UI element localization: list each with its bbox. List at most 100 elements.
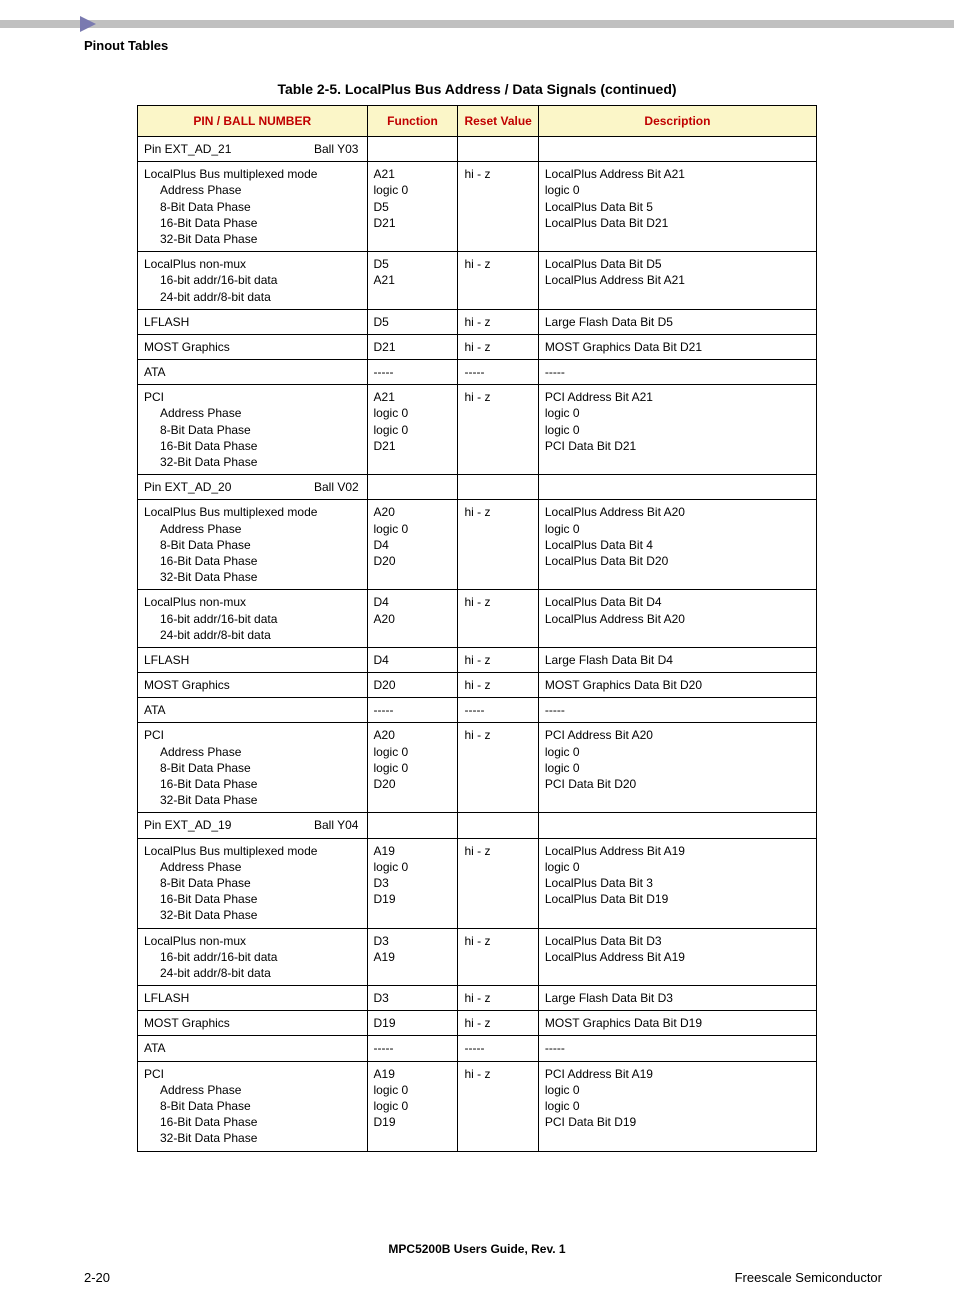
cell-reset: hi - z xyxy=(458,1061,538,1151)
table-row: MOST GraphicsD20hi - zMOST Graphics Data… xyxy=(138,673,817,698)
pin-ball-cell: Pin EXT_AD_20Ball V02 xyxy=(138,475,368,500)
table-row: LocalPlus Bus multiplexed modeAddress Ph… xyxy=(138,838,817,928)
table-caption: Table 2-5. LocalPlus Bus Address / Data … xyxy=(0,81,954,97)
col-header-reset: Reset Value xyxy=(458,106,538,137)
cell-pin: ATA xyxy=(138,1036,368,1061)
cell-pin: PCIAddress Phase8-Bit Data Phase16-Bit D… xyxy=(138,385,368,475)
empty-cell xyxy=(538,475,816,500)
signals-table: PIN / BALL NUMBER Function Reset Value D… xyxy=(137,105,817,1152)
table-row: LocalPlus Bus multiplexed modeAddress Ph… xyxy=(138,500,817,590)
table-row: LocalPlus non-mux16-bit addr/16-bit data… xyxy=(138,252,817,310)
cell-function: ----- xyxy=(367,1036,458,1061)
cell-pin: MOST Graphics xyxy=(138,673,368,698)
table-row: PCIAddress Phase8-Bit Data Phase16-Bit D… xyxy=(138,385,817,475)
cell-description: LocalPlus Address Bit A21logic 0LocalPlu… xyxy=(538,162,816,252)
cell-reset: hi - z xyxy=(458,500,538,590)
empty-cell xyxy=(538,813,816,838)
col-header-pin: PIN / BALL NUMBER xyxy=(138,106,368,137)
table-row: PCIAddress Phase8-Bit Data Phase16-Bit D… xyxy=(138,1061,817,1151)
table-row: LocalPlus non-mux16-bit addr/16-bit data… xyxy=(138,590,817,648)
cell-reset: hi - z xyxy=(458,647,538,672)
cell-pin: MOST Graphics xyxy=(138,334,368,359)
table-row: PCIAddress Phase8-Bit Data Phase16-Bit D… xyxy=(138,723,817,813)
cell-description: PCI Address Bit A19logic 0logic 0PCI Dat… xyxy=(538,1061,816,1151)
cell-description: Large Flash Data Bit D5 xyxy=(538,309,816,334)
cell-pin: LFLASH xyxy=(138,309,368,334)
cell-pin: LFLASH xyxy=(138,986,368,1011)
table-row: MOST GraphicsD19hi - zMOST Graphics Data… xyxy=(138,1011,817,1036)
cell-function: ----- xyxy=(367,698,458,723)
section-title: Pinout Tables xyxy=(84,38,954,53)
cell-pin: LocalPlus Bus multiplexed modeAddress Ph… xyxy=(138,838,368,928)
empty-cell xyxy=(538,137,816,162)
footer-row: 2-20 Freescale Semiconductor xyxy=(0,1256,954,1315)
cell-reset: hi - z xyxy=(458,673,538,698)
cell-reset: ----- xyxy=(458,360,538,385)
empty-cell xyxy=(367,813,458,838)
cell-description: LocalPlus Address Bit A20logic 0LocalPlu… xyxy=(538,500,816,590)
cell-reset: hi - z xyxy=(458,590,538,648)
cell-description: ----- xyxy=(538,698,816,723)
table-row: ATA--------------- xyxy=(138,698,817,723)
cell-pin: LFLASH xyxy=(138,647,368,672)
cell-function: A20logic 0D4D20 xyxy=(367,500,458,590)
empty-cell xyxy=(367,137,458,162)
cell-function: A19logic 0logic 0D19 xyxy=(367,1061,458,1151)
cell-reset: hi - z xyxy=(458,385,538,475)
cell-description: LocalPlus Data Bit D5LocalPlus Address B… xyxy=(538,252,816,310)
table-row: LFLASHD4hi - zLarge Flash Data Bit D4 xyxy=(138,647,817,672)
cell-pin: MOST Graphics xyxy=(138,1011,368,1036)
cell-reset: hi - z xyxy=(458,838,538,928)
cell-pin: PCIAddress Phase8-Bit Data Phase16-Bit D… xyxy=(138,1061,368,1151)
table-row: LFLASHD5hi - zLarge Flash Data Bit D5 xyxy=(138,309,817,334)
cell-reset: hi - z xyxy=(458,723,538,813)
cell-description: ----- xyxy=(538,360,816,385)
footer-doc-title: MPC5200B Users Guide, Rev. 1 xyxy=(0,1242,954,1256)
cell-pin: LocalPlus non-mux16-bit addr/16-bit data… xyxy=(138,590,368,648)
cell-description: PCI Address Bit A20logic 0logic 0PCI Dat… xyxy=(538,723,816,813)
cell-description: ----- xyxy=(538,1036,816,1061)
table-row: MOST GraphicsD21hi - zMOST Graphics Data… xyxy=(138,334,817,359)
cell-description: LocalPlus Data Bit D3LocalPlus Address B… xyxy=(538,928,816,986)
page-top-rule xyxy=(0,20,954,28)
cell-reset: ----- xyxy=(458,1036,538,1061)
cell-description: Large Flash Data Bit D4 xyxy=(538,647,816,672)
cell-description: Large Flash Data Bit D3 xyxy=(538,986,816,1011)
footer-vendor: Freescale Semiconductor xyxy=(735,1270,882,1285)
cell-function: D3A19 xyxy=(367,928,458,986)
cell-description: LocalPlus Data Bit D4LocalPlus Address B… xyxy=(538,590,816,648)
table-row: ATA--------------- xyxy=(138,360,817,385)
cell-pin: LocalPlus non-mux16-bit addr/16-bit data… xyxy=(138,928,368,986)
empty-cell xyxy=(458,813,538,838)
cell-function: D3 xyxy=(367,986,458,1011)
cell-pin: PCIAddress Phase8-Bit Data Phase16-Bit D… xyxy=(138,723,368,813)
col-header-func: Function xyxy=(367,106,458,137)
cell-function: A19logic 0D3D19 xyxy=(367,838,458,928)
cell-reset: hi - z xyxy=(458,162,538,252)
cell-reset: ----- xyxy=(458,698,538,723)
cell-reset: hi - z xyxy=(458,1011,538,1036)
table-header-row: PIN / BALL NUMBER Function Reset Value D… xyxy=(138,106,817,137)
cell-function: D4 xyxy=(367,647,458,672)
cell-function: ----- xyxy=(367,360,458,385)
cell-pin: ATA xyxy=(138,360,368,385)
cell-description: MOST Graphics Data Bit D21 xyxy=(538,334,816,359)
cell-reset: hi - z xyxy=(458,986,538,1011)
cell-function: A21logic 0logic 0D21 xyxy=(367,385,458,475)
cell-function: A20logic 0logic 0D20 xyxy=(367,723,458,813)
cell-pin: LocalPlus non-mux16-bit addr/16-bit data… xyxy=(138,252,368,310)
cell-description: MOST Graphics Data Bit D20 xyxy=(538,673,816,698)
pin-header-row: Pin EXT_AD_20Ball V02 xyxy=(138,475,817,500)
empty-cell xyxy=(367,475,458,500)
cell-function: D21 xyxy=(367,334,458,359)
empty-cell xyxy=(458,475,538,500)
cell-function: A21logic 0D5D21 xyxy=(367,162,458,252)
cell-pin: ATA xyxy=(138,698,368,723)
cell-reset: hi - z xyxy=(458,928,538,986)
pin-header-row: Pin EXT_AD_21Ball Y03 xyxy=(138,137,817,162)
cell-description: MOST Graphics Data Bit D19 xyxy=(538,1011,816,1036)
cell-reset: hi - z xyxy=(458,252,538,310)
cell-pin: LocalPlus Bus multiplexed modeAddress Ph… xyxy=(138,500,368,590)
cell-reset: hi - z xyxy=(458,309,538,334)
col-header-desc: Description xyxy=(538,106,816,137)
